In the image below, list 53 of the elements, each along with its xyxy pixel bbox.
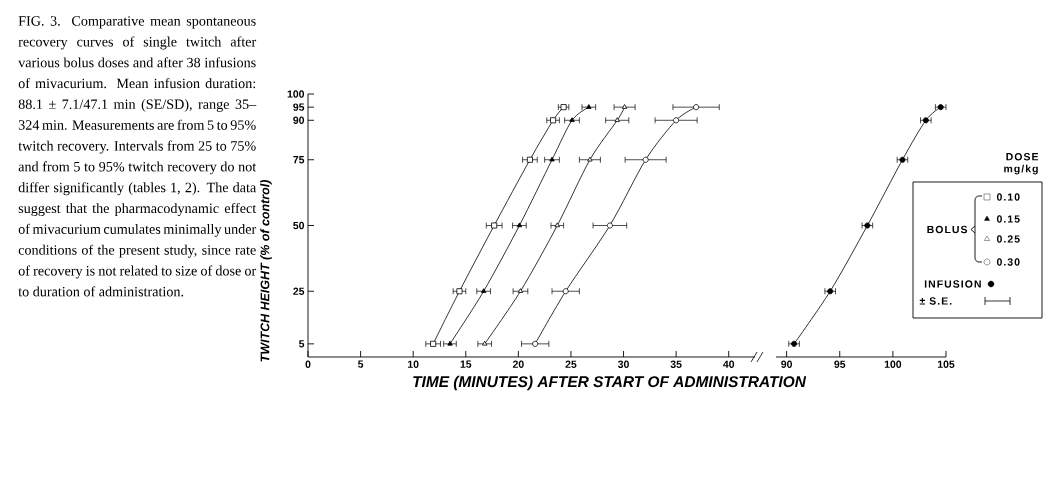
x-tick-label: 5 — [358, 360, 364, 368]
legend-label: 0.15 — [996, 215, 1020, 223]
point — [693, 104, 700, 111]
point — [430, 340, 437, 347]
y-tick-label: 75 — [293, 156, 305, 164]
legend-label: 0.10 — [996, 193, 1020, 201]
y-tick-label: 25 — [293, 287, 305, 295]
y-tick-label: 95 — [293, 103, 305, 111]
point — [516, 222, 523, 228]
point — [606, 222, 613, 229]
point — [614, 117, 620, 122]
legend-label: 0.25 — [996, 235, 1020, 243]
point — [642, 156, 649, 163]
point — [532, 340, 539, 347]
point — [621, 104, 628, 109]
text: FIG. 3. Comparative mean spontaneous recovery curves of single twitch after various bolus doses and after 38 infusions of mivacurium. Mean infusion duration: 88.1 ± 7.1/47.1 min (SE/SD), range 35–324 min. Measurements are from 5 to 95% twitch recovery. Intervals from 25 to 75% and from 5 to 95% twitch recovery do not differ significantly (tables 1, 2). The data suggest that the pharmacodynamic effect of mivacurium cumulates minimally under conditions of the present study, since rate of recovery is not related to size of dose or to duration of administration. — [18, 16, 257, 297]
x-tick-label: 100 — [884, 360, 902, 368]
point — [562, 288, 569, 295]
legend-title: DOSE mg/kg — [1004, 153, 1039, 175]
x-tick-label: 40 — [723, 360, 735, 368]
point — [526, 156, 533, 163]
x-tick-label: 35 — [670, 360, 682, 368]
x-tick-label: 90 — [781, 360, 793, 368]
annotation: ± S.E. — [919, 297, 952, 305]
y-axis-title: TWITCH HEIGHT (% of control) — [260, 180, 272, 362]
x-tick-label: 0 — [305, 360, 311, 368]
y-tick-label: 50 — [293, 221, 305, 230]
point — [673, 117, 680, 124]
point — [517, 288, 524, 293]
point — [482, 340, 488, 346]
x-tick-label: 20 — [512, 360, 524, 368]
y-tick-label: 90 — [293, 116, 305, 125]
point — [569, 117, 575, 122]
point — [447, 340, 453, 346]
y-tick-label: 100 — [287, 90, 305, 98]
x-tick-label: 95 — [834, 360, 846, 368]
x-tick-label: 105 — [937, 360, 955, 368]
point — [481, 288, 487, 293]
point — [549, 156, 555, 162]
x-tick-label: 30 — [617, 360, 629, 368]
point — [586, 104, 592, 109]
legend-label: 0.30 — [996, 258, 1020, 266]
point — [587, 156, 593, 162]
point — [554, 222, 560, 228]
y-tick-label: 5 — [298, 340, 305, 348]
x-tick-label: 25 — [565, 360, 577, 368]
legend-label: INFUSION — [924, 280, 981, 288]
x-axis-title: TIME (MINUTES) AFTER START OF ADMINISTRATION — [413, 375, 807, 391]
point — [456, 288, 463, 295]
annotation: BOLUS — [927, 225, 968, 234]
x-tick-label: 10 — [408, 360, 419, 368]
x-tick-label: 15 — [460, 360, 472, 368]
point — [491, 222, 498, 229]
